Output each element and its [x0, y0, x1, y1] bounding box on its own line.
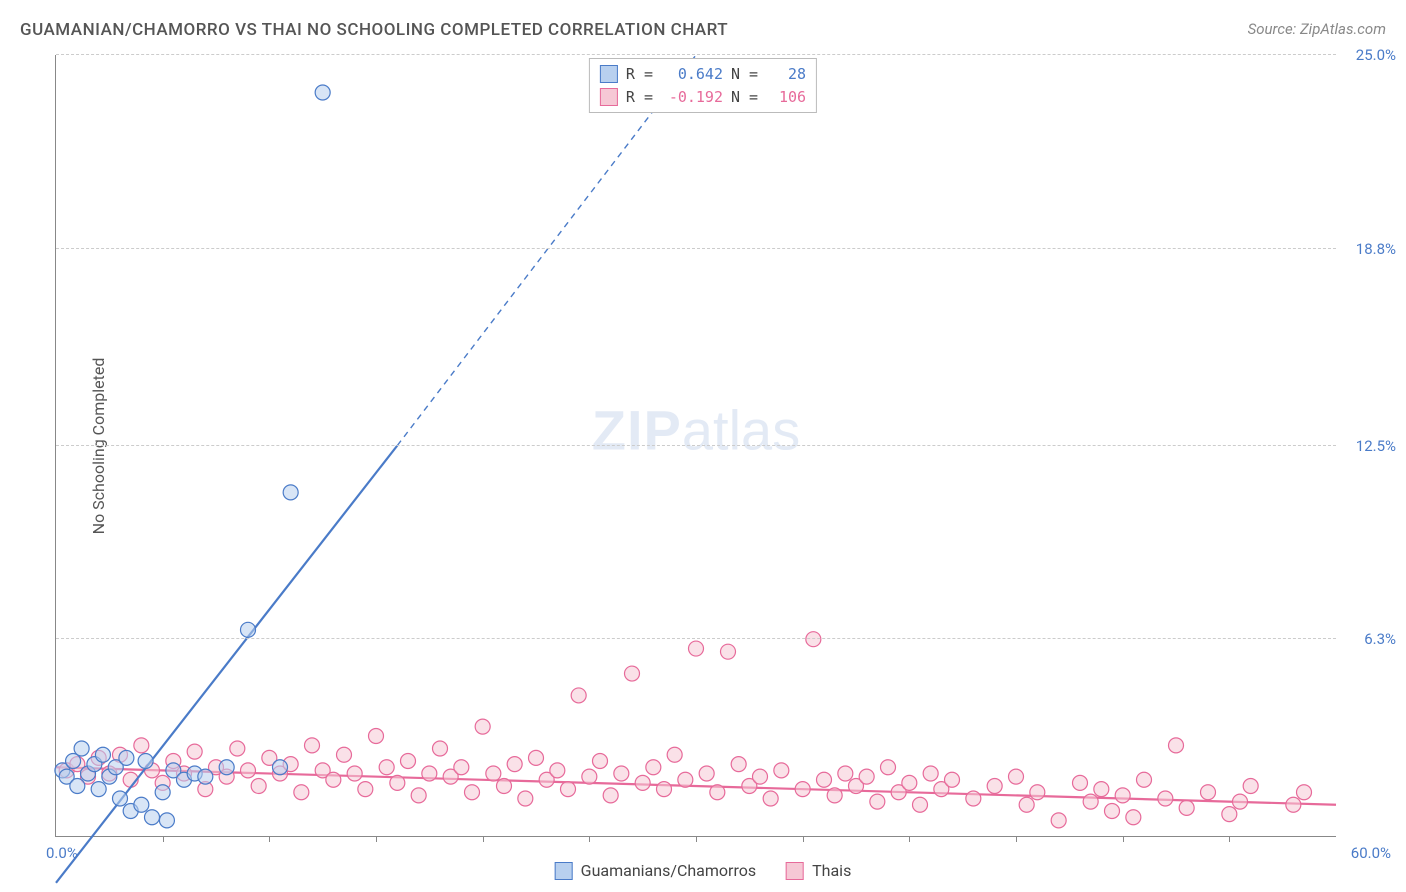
stats-row-1: R = 0.642 N = 28: [600, 63, 806, 86]
swatch-series-1: [600, 65, 618, 83]
xtick-mark: [909, 836, 910, 842]
gridline: [56, 638, 1336, 639]
stats-row-2: R = -0.192 N = 106: [600, 86, 806, 109]
x-min-label: 0.0%: [46, 844, 78, 862]
r-value-2: -0.192: [661, 86, 723, 109]
plot-area: ZIPatlas 0.0% 60.0% 6.3%12.5%18.8%25.0%: [55, 55, 1336, 837]
x-max-label: 60.0%: [1351, 844, 1391, 862]
n-value-2: 106: [766, 86, 806, 109]
xtick-mark: [1229, 836, 1230, 842]
legend-label-1: Guamanians/Chamorros: [581, 861, 756, 880]
gridline: [56, 445, 1336, 446]
xtick-mark: [1123, 836, 1124, 842]
stats-legend: R = 0.642 N = 28 R = -0.192 N = 106: [589, 58, 817, 113]
n-value-1: 28: [766, 63, 806, 86]
ytick-label: 6.3%: [1364, 630, 1396, 648]
ytick-label: 25.0%: [1356, 46, 1396, 64]
ytick-label: 18.8%: [1356, 240, 1396, 258]
ytick-label: 12.5%: [1356, 437, 1396, 455]
bottom-legend: Guamanians/Chamorros Thais: [555, 861, 852, 880]
xtick-mark: [163, 836, 164, 842]
gridline: [56, 248, 1336, 249]
xtick-mark: [1016, 836, 1017, 842]
xtick-mark: [696, 836, 697, 842]
legend-swatch-2: [786, 862, 804, 880]
xtick-mark: [803, 836, 804, 842]
xtick-mark: [483, 836, 484, 842]
legend-item-2: Thais: [786, 861, 851, 880]
plot-svg: [56, 55, 1336, 836]
gridline: [56, 54, 1336, 55]
swatch-series-2: [600, 88, 618, 106]
chart-title: GUAMANIAN/CHAMORRO VS THAI NO SCHOOLING …: [20, 20, 728, 40]
r-value-1: 0.642: [661, 63, 723, 86]
correlation-chart: GUAMANIAN/CHAMORRO VS THAI NO SCHOOLING …: [0, 0, 1406, 892]
legend-item-1: Guamanians/Chamorros: [555, 861, 756, 880]
legend-label-2: Thais: [812, 861, 851, 880]
xtick-mark: [589, 836, 590, 842]
xtick-mark: [376, 836, 377, 842]
source-label: Source: ZipAtlas.com: [1248, 20, 1386, 38]
legend-swatch-1: [555, 862, 573, 880]
xtick-mark: [269, 836, 270, 842]
